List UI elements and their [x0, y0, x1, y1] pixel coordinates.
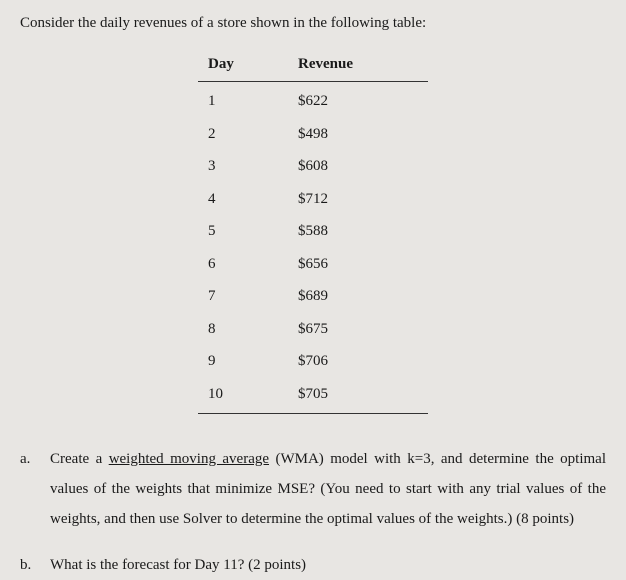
cell-revenue: $498 — [288, 118, 428, 151]
question-text-a: Create a weighted moving average (WMA) m… — [50, 444, 606, 534]
header-revenue: Revenue — [288, 49, 428, 82]
cell-revenue: $706 — [288, 345, 428, 378]
table-row: 2 $498 — [198, 118, 428, 151]
question-a: a. Create a weighted moving average (WMA… — [20, 444, 606, 534]
table-row: 9 $706 — [198, 345, 428, 378]
cell-day: 3 — [198, 150, 288, 183]
cell-revenue: $588 — [288, 215, 428, 248]
header-day: Day — [198, 49, 288, 82]
cell-revenue: $608 — [288, 150, 428, 183]
question-list: a. Create a weighted moving average (WMA… — [20, 444, 606, 580]
table-row: 6 $656 — [198, 248, 428, 281]
revenue-table: Day Revenue 1 $622 2 $498 3 $608 4 $712 … — [198, 49, 428, 415]
cell-day: 9 — [198, 345, 288, 378]
question-marker-a: a. — [20, 444, 50, 534]
question-text-b: What is the forecast for Day 11? (2 poin… — [50, 550, 606, 580]
table-row: 10 $705 — [198, 378, 428, 414]
qa-underlined: weighted moving average — [109, 451, 269, 467]
table-row: 7 $689 — [198, 280, 428, 313]
table-row: 5 $588 — [198, 215, 428, 248]
table-header-row: Day Revenue — [198, 49, 428, 82]
question-b: b. What is the forecast for Day 11? (2 p… — [20, 550, 606, 580]
table-row: 8 $675 — [198, 313, 428, 346]
cell-revenue: $656 — [288, 248, 428, 281]
cell-revenue: $712 — [288, 183, 428, 216]
table-row: 3 $608 — [198, 150, 428, 183]
cell-day: 1 — [198, 82, 288, 118]
cell-day: 5 — [198, 215, 288, 248]
cell-revenue: $705 — [288, 378, 428, 414]
intro-text: Consider the daily revenues of a store s… — [20, 12, 606, 35]
cell-day: 4 — [198, 183, 288, 216]
table-row: 1 $622 — [198, 82, 428, 118]
cell-day: 7 — [198, 280, 288, 313]
cell-day: 2 — [198, 118, 288, 151]
qa-text-before: Create a — [50, 451, 109, 467]
cell-revenue: $675 — [288, 313, 428, 346]
cell-revenue: $689 — [288, 280, 428, 313]
cell-day: 8 — [198, 313, 288, 346]
cell-day: 10 — [198, 378, 288, 414]
cell-revenue: $622 — [288, 82, 428, 118]
cell-day: 6 — [198, 248, 288, 281]
question-marker-b: b. — [20, 550, 50, 580]
table-row: 4 $712 — [198, 183, 428, 216]
